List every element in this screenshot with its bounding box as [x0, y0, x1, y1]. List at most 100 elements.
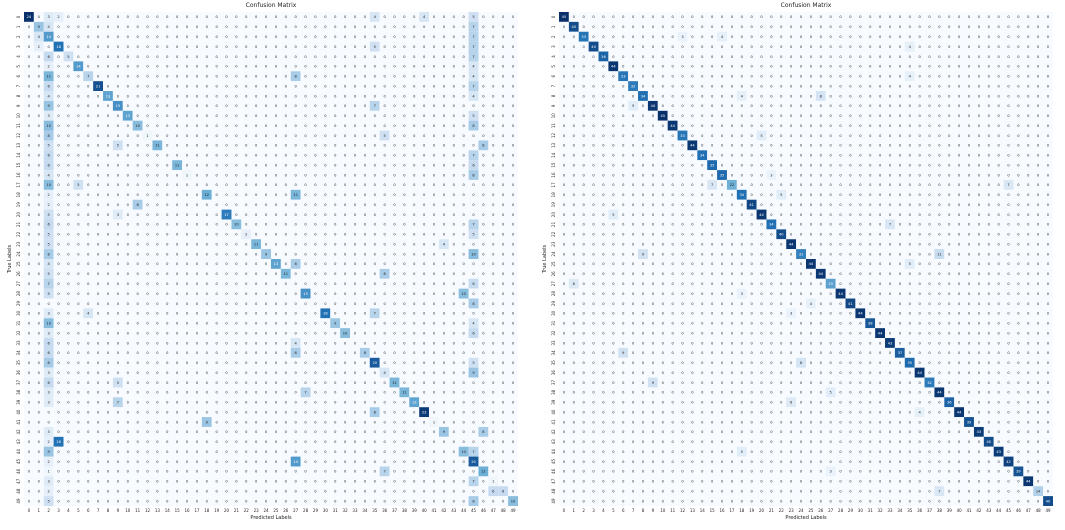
cell-value-label: 0	[117, 65, 120, 69]
cell-value-label: 0	[156, 114, 159, 118]
heatmap-cell	[478, 100, 489, 111]
cell-value-label: 0	[275, 65, 278, 69]
cell-value-label: 0	[225, 134, 228, 138]
heatmap-cell	[340, 71, 351, 82]
cell-value-label: 0	[127, 183, 130, 187]
cell-value-label: 0	[87, 144, 90, 148]
heatmap-cell	[83, 100, 94, 111]
heatmap-cell	[300, 140, 311, 151]
heatmap-cell	[399, 91, 410, 101]
heatmap-cell	[330, 71, 341, 82]
heatmap-cell	[310, 21, 321, 32]
cell-value-label: 0	[374, 75, 377, 79]
cell-value-label: 4	[48, 173, 51, 177]
heatmap-cell	[261, 41, 271, 52]
cell-value-label: 0	[393, 193, 396, 197]
heatmap-cell	[350, 199, 360, 210]
cell-value-label: 0	[38, 144, 41, 148]
cell-value-label: 0	[492, 84, 495, 88]
cell-value-label: 0	[77, 35, 80, 39]
cell-value-label: 0	[403, 154, 406, 158]
heatmap-cell	[63, 71, 74, 82]
cell-value-label: 0	[57, 154, 60, 158]
cell-value-label: 6	[472, 163, 475, 167]
cell-value-label: 0	[354, 84, 357, 88]
cell-value-label: 0	[403, 114, 406, 118]
cell-value-label: 0	[443, 104, 446, 108]
cell-value-label: 0	[166, 183, 169, 187]
cell-value-label: 0	[206, 124, 209, 128]
cell-value-label: 0	[156, 45, 159, 49]
heatmap-cell	[63, 81, 74, 92]
cell-value-label: 0	[146, 213, 149, 217]
heatmap-cell	[271, 31, 281, 42]
heatmap-cell	[152, 209, 163, 220]
cell-value-label: 0	[235, 104, 238, 108]
cell-value-label: 18	[56, 440, 61, 444]
cell-value-label: 0	[255, 203, 258, 207]
heatmap-cell	[93, 170, 104, 180]
cell-value-label: 0	[453, 193, 456, 197]
heatmap-cell	[300, 41, 311, 52]
cell-value-label: 0	[97, 45, 100, 49]
cell-value-label: 0	[186, 104, 189, 108]
heatmap-cell	[448, 170, 459, 180]
cell-value-label: 0	[117, 55, 120, 59]
cell-value-label: 0	[206, 144, 209, 148]
cell-value-label: 0	[87, 84, 90, 88]
cell-value-label: 0	[393, 15, 396, 19]
heatmap-cell	[359, 100, 370, 111]
heatmap-cell	[271, 51, 281, 62]
cell-value-label: 0	[502, 84, 505, 88]
heatmap-cell	[24, 160, 34, 171]
cell-value-label: 0	[186, 84, 189, 88]
heatmap-cell	[142, 71, 153, 82]
heatmap-cell	[43, 100, 54, 111]
heatmap-cell	[172, 160, 183, 171]
heatmap-cell	[201, 71, 212, 82]
heatmap-cell	[271, 179, 281, 190]
cell-value-label: 0	[482, 65, 485, 69]
cell-value-label: 0	[77, 193, 80, 197]
cell-value-label: 0	[225, 154, 228, 158]
heatmap-cell	[172, 31, 183, 42]
cell-value-label: 11	[402, 391, 407, 395]
heatmap-cell	[211, 110, 222, 121]
heatmap-cell	[399, 170, 410, 180]
cell-value-label: 0	[374, 163, 377, 167]
cell-value-label: 0	[166, 25, 169, 29]
heatmap-cell	[409, 61, 420, 72]
cell-value-label: 0	[433, 154, 436, 158]
cell-value-label: 0	[245, 45, 248, 49]
cell-value-label: 0	[38, 193, 41, 197]
heatmap-cell	[251, 51, 262, 62]
cell-value-label: 0	[443, 163, 446, 167]
cell-value-label: 0	[403, 104, 406, 108]
heatmap-cell	[83, 199, 94, 210]
cell-value-label: 11	[155, 144, 160, 148]
cell-value-label: 0	[354, 183, 357, 187]
cell-value-label: 3	[48, 401, 50, 405]
cell-value-label: 0	[423, 55, 426, 59]
cell-value-label: 0	[127, 104, 130, 108]
cell-value-label: 0	[344, 163, 347, 167]
cell-value-label: 0	[285, 134, 288, 138]
heatmap-cell	[221, 120, 232, 131]
cell-value-label: 0	[502, 25, 505, 29]
heatmap-cell	[320, 150, 331, 161]
heatmap-cell	[508, 51, 518, 62]
heatmap-cell	[63, 120, 74, 131]
heatmap-cell	[24, 12, 34, 22]
cell-value-label: 0	[324, 55, 327, 59]
heatmap-cell	[33, 31, 44, 42]
heatmap-cell	[112, 179, 123, 190]
heatmap-cell	[419, 41, 430, 52]
cell-value-label: 0	[206, 94, 209, 98]
heatmap-cell	[231, 120, 242, 131]
heatmap-cell	[320, 130, 331, 141]
cell-value-label: 0	[383, 15, 386, 19]
cell-value-label: 0	[393, 84, 396, 88]
cell-value-label: 0	[354, 163, 357, 167]
heatmap-cell	[43, 91, 54, 101]
cell-value-label: 0	[393, 173, 396, 177]
